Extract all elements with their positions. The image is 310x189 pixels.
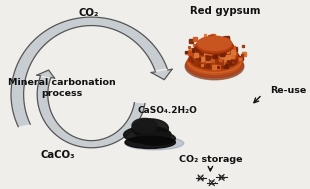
Polygon shape	[151, 69, 172, 80]
Ellipse shape	[193, 43, 237, 63]
Ellipse shape	[125, 137, 184, 150]
Ellipse shape	[136, 132, 175, 145]
Ellipse shape	[192, 44, 237, 64]
Ellipse shape	[198, 36, 232, 50]
Ellipse shape	[194, 41, 235, 59]
Ellipse shape	[190, 47, 240, 69]
Ellipse shape	[124, 126, 171, 143]
Text: CO₂: CO₂	[78, 8, 99, 18]
Ellipse shape	[132, 119, 157, 132]
Text: CaSO₄.2H₂O: CaSO₄.2H₂O	[137, 106, 197, 115]
Polygon shape	[37, 77, 145, 148]
Ellipse shape	[125, 136, 175, 148]
Ellipse shape	[196, 38, 233, 54]
Ellipse shape	[191, 45, 238, 66]
Ellipse shape	[193, 42, 236, 61]
Text: Mineral carbonation
process: Mineral carbonation process	[8, 78, 116, 98]
Ellipse shape	[195, 39, 234, 56]
Ellipse shape	[186, 52, 243, 78]
Text: Re-use: Re-use	[271, 86, 307, 95]
Text: CO₂ storage: CO₂ storage	[179, 155, 242, 164]
Polygon shape	[37, 70, 55, 78]
Ellipse shape	[187, 51, 242, 76]
Text: CaCO₃: CaCO₃	[41, 150, 75, 160]
Polygon shape	[11, 17, 167, 127]
Ellipse shape	[195, 40, 234, 57]
Ellipse shape	[185, 53, 244, 80]
Ellipse shape	[190, 46, 239, 68]
Ellipse shape	[188, 49, 241, 73]
Ellipse shape	[132, 119, 168, 138]
Text: Red gypsum: Red gypsum	[190, 6, 261, 16]
Ellipse shape	[189, 48, 240, 71]
Ellipse shape	[187, 50, 242, 75]
Ellipse shape	[197, 37, 232, 52]
